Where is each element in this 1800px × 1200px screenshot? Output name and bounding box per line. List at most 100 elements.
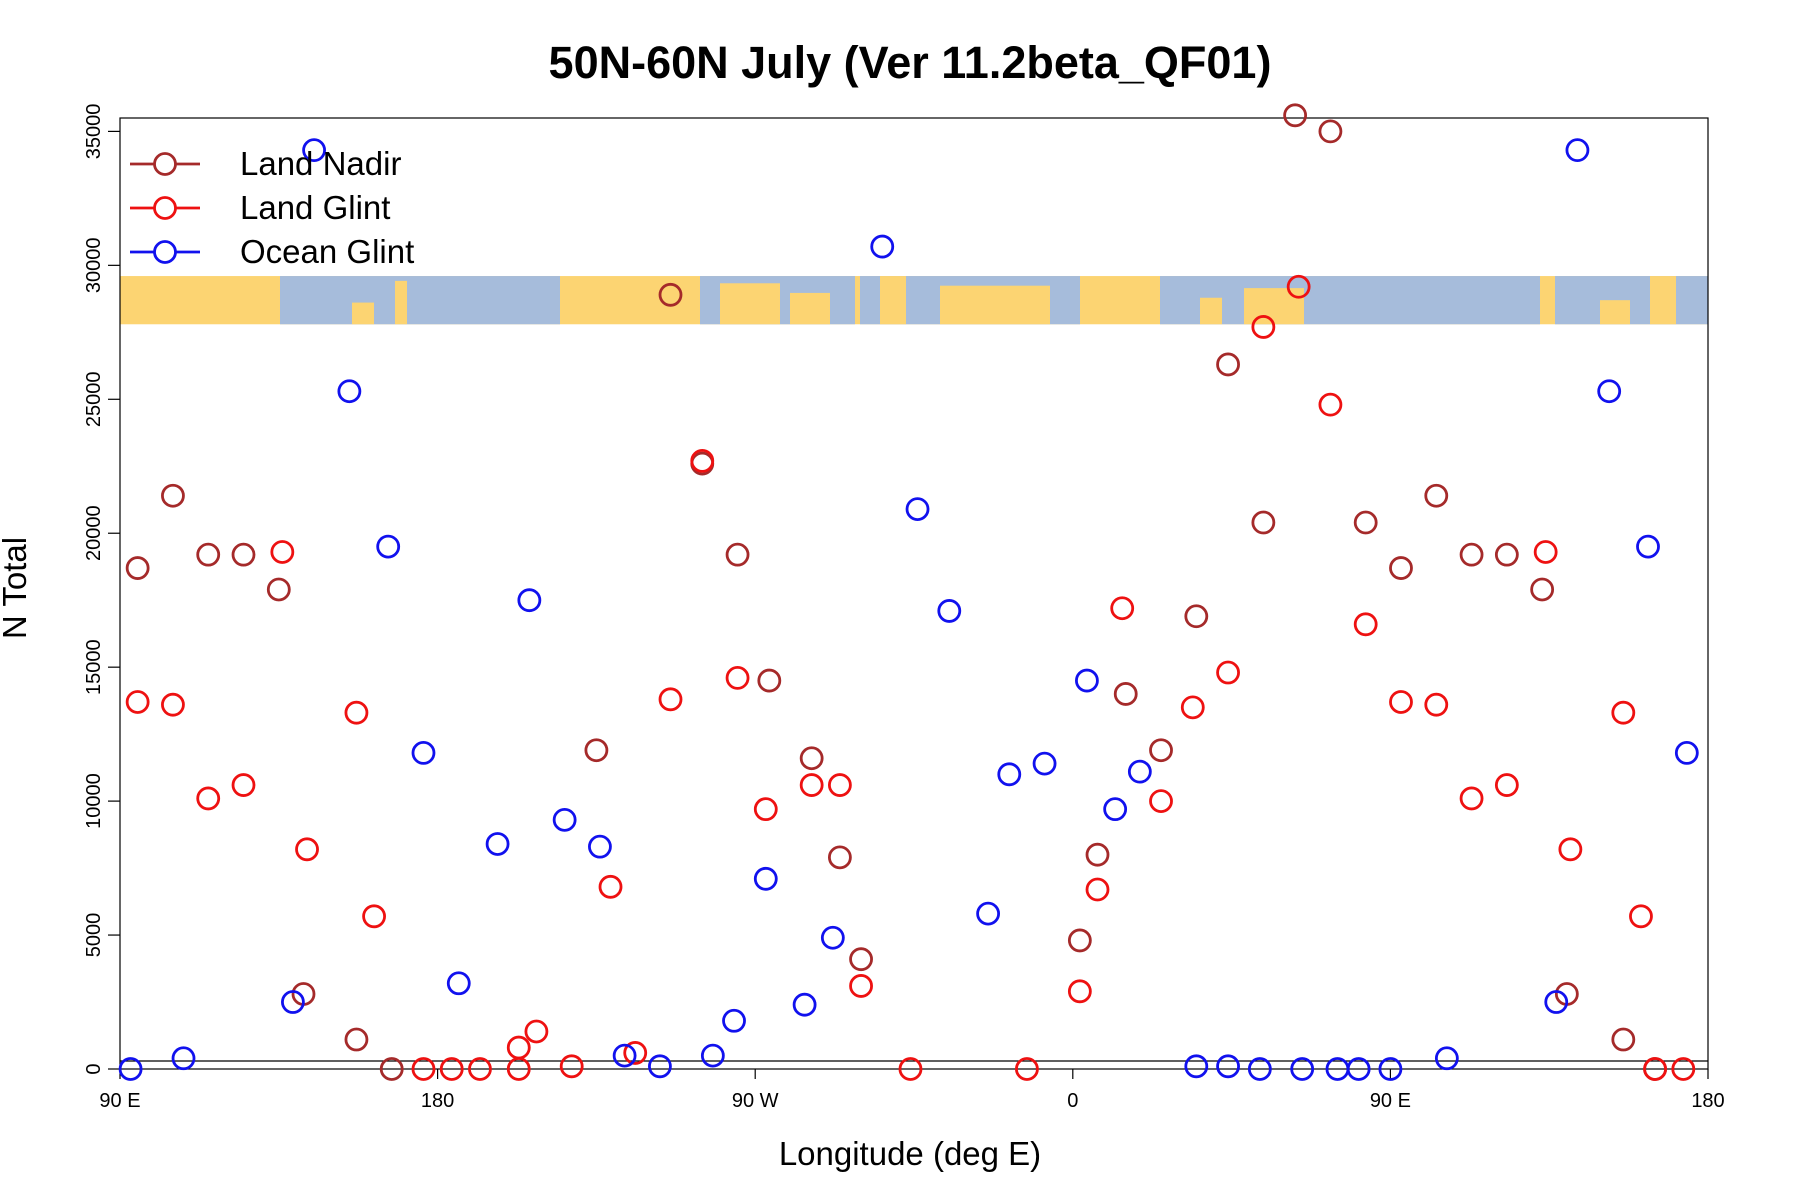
land-glint-point	[725, 665, 750, 690]
land-glint-point	[506, 1057, 531, 1081]
map-ocean	[280, 276, 560, 325]
land-nadir-point	[1184, 604, 1209, 629]
land-nadir-point	[1494, 542, 1519, 567]
y-tick-label: 0	[83, 1063, 105, 1074]
land-glint-point	[849, 974, 873, 998]
map-landmass	[790, 292, 830, 325]
land-nadir-point	[1530, 577, 1555, 602]
legend-label: Land Glint	[240, 189, 390, 226]
map-landmass	[720, 283, 780, 325]
land-nadir-point	[1389, 556, 1413, 580]
land-glint-point	[799, 773, 824, 797]
land-glint-point	[898, 1057, 923, 1081]
ocean-glint-point	[870, 234, 895, 259]
land-nadir-point	[1611, 1027, 1636, 1052]
ocean-glint-point	[1565, 138, 1590, 163]
map-landmass	[880, 276, 906, 325]
ocean-glint-point	[376, 534, 401, 559]
legend: Land Nadir Land Glint Ocean Glint	[130, 145, 414, 270]
land-nadir-point	[1283, 103, 1308, 128]
ocean-glint-point	[485, 832, 510, 856]
legend-item-land-nadir: Land Nadir	[130, 145, 401, 182]
land-glint-point	[295, 837, 319, 862]
land-glint-point	[1286, 274, 1311, 299]
legend-marker	[153, 240, 177, 264]
land-glint-point	[1558, 837, 1583, 862]
legend-label: Ocean Glint	[240, 233, 414, 270]
ocean-glint-point	[118, 1057, 143, 1081]
land-nadir-point	[757, 668, 782, 693]
ocean-glint-point	[446, 971, 471, 996]
land-glint-point	[1389, 690, 1413, 714]
ocean-glint-point	[1434, 1046, 1459, 1071]
ocean-glint-point	[411, 740, 436, 765]
land-glint-point	[468, 1057, 492, 1081]
legend-marker	[153, 152, 177, 176]
ocean-glint-point	[1544, 990, 1569, 1014]
land-glint-point	[827, 773, 852, 797]
ocean-glint-point	[171, 1046, 196, 1071]
land-nadir-point	[1251, 510, 1276, 535]
x-tick-label: 0	[1067, 1090, 1078, 1112]
land-nadir-point	[1149, 738, 1173, 763]
land-glint-point	[524, 1019, 549, 1044]
land-nadir-point	[725, 542, 750, 567]
series-land-nadir	[125, 103, 1667, 1081]
map-ocean	[1160, 276, 1540, 325]
x-axis: 90 E 180 90 W 0 90 E 180	[99, 1069, 1725, 1112]
ocean-glint-point	[1103, 797, 1128, 822]
land-nadir-point	[344, 1027, 369, 1052]
land-nadir-point	[231, 542, 256, 567]
ocean-glint-point	[1216, 1054, 1240, 1079]
plot-frame	[119, 117, 1709, 1070]
series-land-glint	[125, 274, 1696, 1081]
ocean-glint-point	[1032, 751, 1057, 776]
map-landmass	[940, 285, 1050, 325]
land-nadir-point	[266, 577, 291, 602]
y-tick-label: 35000	[83, 104, 105, 160]
map-landmass	[352, 302, 374, 325]
ocean-glint-point	[1636, 534, 1660, 559]
land-nadir-point	[799, 746, 824, 771]
y-tick-label: 30000	[83, 238, 105, 294]
legend-item-land-glint: Land Glint	[130, 189, 390, 226]
ocean-glint-point	[552, 807, 577, 832]
land-glint-point	[1629, 904, 1653, 929]
ocean-glint-point	[517, 588, 542, 613]
y-tick-label: 20000	[83, 505, 105, 561]
land-glint-point	[1611, 700, 1636, 725]
land-glint-point	[125, 690, 150, 714]
land-glint-point	[1671, 1057, 1696, 1081]
land-nadir-point	[1459, 542, 1484, 567]
legend-label: Land Nadir	[240, 145, 401, 182]
ocean-glint-point	[1597, 379, 1622, 404]
series-ocean-glint	[118, 138, 1699, 1081]
chart-title: 50N-60N July (Ver 11.2beta_QF01)	[549, 37, 1272, 88]
legend-item-ocean-glint: Ocean Glint	[130, 233, 414, 270]
land-glint-point	[753, 797, 778, 822]
ocean-glint-point	[1290, 1057, 1315, 1081]
map-ocean	[1555, 276, 1708, 325]
land-nadir-point	[379, 1057, 404, 1081]
x-axis-label: Longitude (deg E)	[779, 1135, 1041, 1172]
land-nadir-point	[658, 282, 683, 307]
land-nadir-point	[1085, 842, 1110, 867]
x-tick-label: 90 E	[1370, 1090, 1411, 1112]
land-glint-point	[1015, 1057, 1039, 1081]
land-glint-point	[439, 1057, 464, 1081]
ocean-glint-point	[937, 599, 962, 623]
land-nadir-point	[161, 483, 185, 508]
ocean-glint-point	[588, 834, 612, 859]
land-glint-point	[658, 687, 683, 712]
map-landmass	[1650, 276, 1676, 325]
ocean-glint-point	[648, 1054, 672, 1079]
ocean-glint-point	[1247, 1057, 1272, 1081]
land-nadir-point	[584, 738, 609, 763]
land-glint-point	[161, 692, 185, 717]
land-nadir-point	[1113, 682, 1138, 706]
ocean-glint-point	[820, 925, 845, 950]
land-glint-point	[270, 540, 295, 564]
land-glint-point	[1494, 773, 1519, 797]
ocean-glint-point	[302, 138, 326, 163]
land-nadir-point	[849, 947, 873, 972]
